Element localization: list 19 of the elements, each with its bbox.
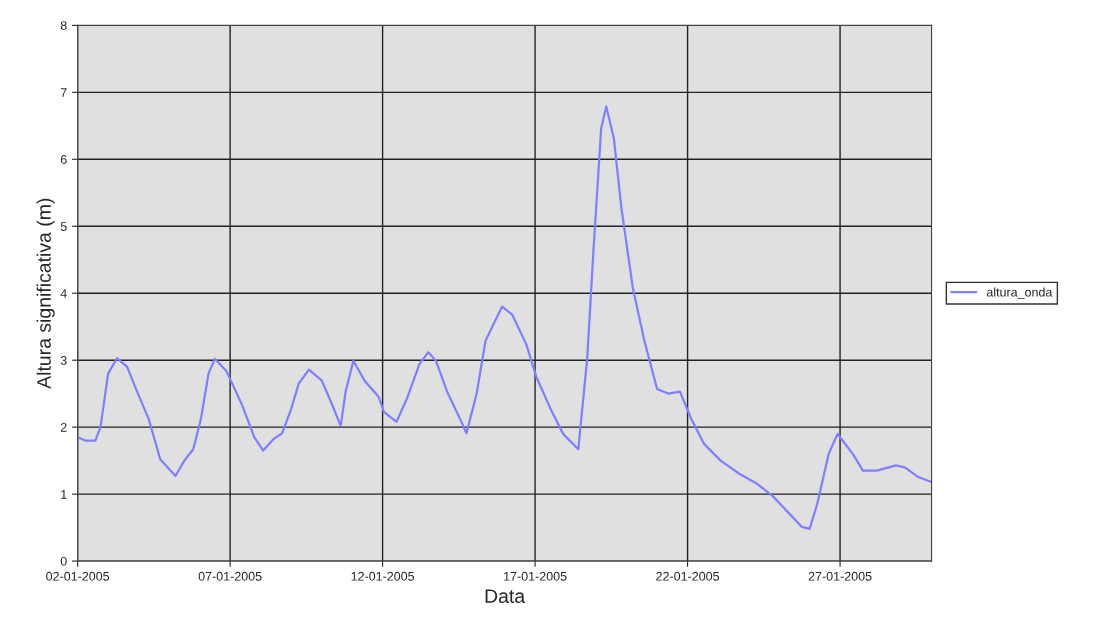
y-tick-label: 0 bbox=[60, 556, 67, 566]
y-tick-label: 6 bbox=[60, 155, 67, 164]
line-series bbox=[77, 105, 932, 531]
x-axis-title: Data bbox=[485, 589, 526, 603]
x-tick-label: 12-01-2005 bbox=[351, 571, 415, 581]
y-tick-label: 1 bbox=[61, 490, 67, 499]
y-tick-label: 4 bbox=[60, 289, 67, 298]
x-tick-label: 02-01-2005 bbox=[46, 571, 110, 581]
x-tick-label: 07-01-2005 bbox=[198, 571, 262, 581]
x-tick-label: 22-01-2005 bbox=[656, 571, 720, 581]
y-tick-label: 3 bbox=[60, 355, 67, 365]
y-tick-label: 8 bbox=[60, 21, 67, 31]
y-tick-label: 7 bbox=[60, 88, 67, 97]
y-tick-label: 5 bbox=[60, 222, 67, 231]
y-axis-title: Altura significativa (m) bbox=[36, 198, 55, 389]
legend-label: altura_onda bbox=[986, 287, 1053, 299]
x-tick-label: 27-01-2005 bbox=[808, 571, 872, 581]
y-tick-label: 2 bbox=[60, 422, 67, 432]
x-tick-label: 17-01-2005 bbox=[504, 571, 567, 581]
